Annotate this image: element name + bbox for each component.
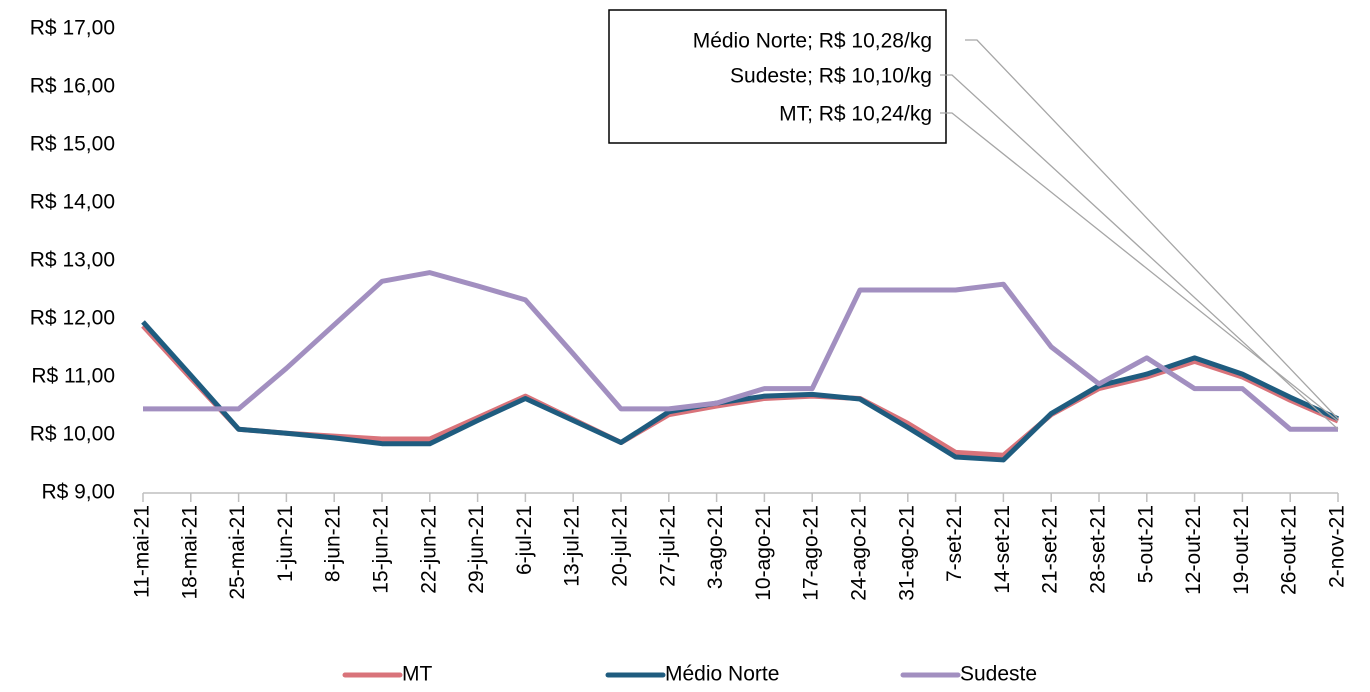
x-tick-label: 7-set-21 bbox=[943, 505, 966, 582]
y-tick-label: R$ 14,00 bbox=[30, 191, 115, 214]
x-tick-label: 8-jun-21 bbox=[322, 505, 345, 582]
y-tick-label: R$ 17,00 bbox=[30, 17, 115, 40]
x-tick-label: 21-set-21 bbox=[1039, 505, 1062, 594]
x-tick-label: 19-out-21 bbox=[1230, 505, 1253, 595]
x-tick-label: 20-jul-21 bbox=[609, 505, 632, 587]
x-tick-label: 22-jun-21 bbox=[417, 505, 440, 594]
x-tick-label: 13-jul-21 bbox=[561, 505, 584, 587]
x-tick-label: 14-set-21 bbox=[991, 505, 1014, 594]
y-tick-label: R$ 16,00 bbox=[30, 75, 115, 98]
legend-label: MT bbox=[402, 663, 432, 686]
x-tick-label: 27-jul-21 bbox=[656, 505, 679, 587]
y-tick-label: R$ 13,00 bbox=[30, 249, 115, 272]
legend-label: Sudeste bbox=[960, 663, 1037, 686]
leader-line bbox=[940, 112, 1339, 422]
y-tick-label: R$ 9,00 bbox=[41, 481, 115, 504]
annotation: MT; R$ 10,24/kg bbox=[779, 103, 932, 126]
x-tick-label: 15-jun-21 bbox=[370, 505, 393, 594]
series-line bbox=[141, 320, 1340, 463]
y-tick-label: R$ 10,00 bbox=[30, 423, 115, 446]
leader-line bbox=[940, 74, 1339, 430]
x-tick-label: 29-jun-21 bbox=[465, 505, 488, 594]
y-tick-label: R$ 12,00 bbox=[30, 307, 115, 330]
x-tick-label: 2-nov-21 bbox=[1326, 505, 1349, 588]
annotation: Sudeste; R$ 10,10/kg bbox=[730, 65, 932, 88]
y-tick-label: R$ 15,00 bbox=[30, 133, 115, 156]
x-tick-label: 12-out-21 bbox=[1182, 505, 1205, 595]
x-tick-label: 10-ago-21 bbox=[752, 505, 775, 601]
x-tick-label: 31-ago-21 bbox=[895, 505, 918, 601]
series-line bbox=[143, 270, 1338, 432]
x-tick-label: 1-jun-21 bbox=[274, 505, 297, 582]
x-tick-label: 28-set-21 bbox=[1087, 505, 1110, 594]
x-tick-label: 26-out-21 bbox=[1278, 505, 1301, 595]
x-tick-label: 24-ago-21 bbox=[848, 505, 871, 601]
annotation: Médio Norte; R$ 10,28/kg bbox=[693, 30, 932, 53]
x-tick-label: 18-mai-21 bbox=[178, 505, 201, 600]
annotation-box bbox=[608, 9, 947, 144]
x-tick-label: 6-jul-21 bbox=[513, 505, 536, 575]
x-tick-label: 17-ago-21 bbox=[800, 505, 823, 601]
x-tick-label: 5-out-21 bbox=[1134, 505, 1157, 583]
x-tick-label: 11-mai-21 bbox=[131, 505, 154, 598]
leader-line bbox=[965, 39, 1339, 420]
y-tick-label: R$ 11,00 bbox=[31, 365, 115, 388]
x-tick-label: 3-ago-21 bbox=[704, 505, 727, 589]
x-tick-label: 25-mai-21 bbox=[226, 505, 249, 600]
legend-label: Médio Norte bbox=[665, 663, 779, 686]
